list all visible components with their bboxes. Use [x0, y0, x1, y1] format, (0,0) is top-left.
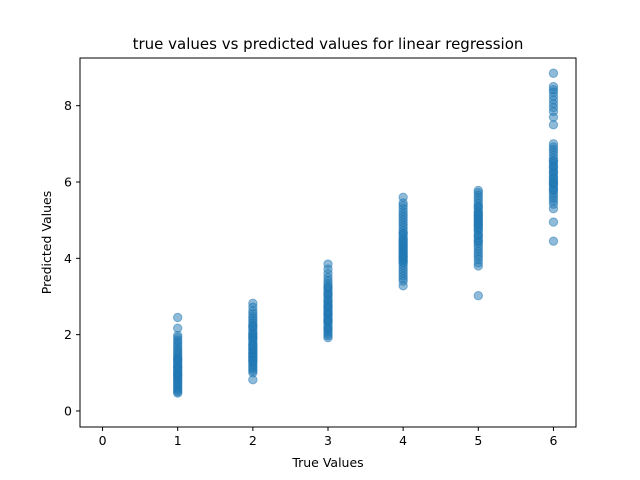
- data-point: [548, 120, 559, 130]
- y-axis-ticks: 0 2 4 6 8: [64, 98, 80, 418]
- x-tick-label: 0: [99, 433, 107, 448]
- data-point: [323, 323, 333, 334]
- y-tick-label: 4: [64, 251, 72, 266]
- chart-title: true values vs predicted values for line…: [133, 35, 524, 53]
- data-point: [248, 329, 258, 339]
- data-point: [248, 355, 258, 366]
- data-point: [473, 236, 483, 246]
- data-point: [398, 281, 408, 291]
- x-tick-label: 2: [249, 433, 257, 448]
- data-point: [323, 300, 333, 311]
- x-tick-label: 4: [399, 433, 407, 448]
- data-point: [473, 261, 483, 271]
- data-point: [548, 177, 559, 187]
- data-point: [398, 254, 408, 264]
- data-point: [473, 202, 483, 212]
- x-tick-label: 3: [324, 433, 332, 448]
- data-point: [248, 374, 258, 385]
- data-point: [173, 370, 183, 380]
- y-tick-label: 0: [64, 403, 72, 418]
- data-point: [173, 388, 183, 398]
- data-point: [473, 291, 483, 301]
- data-point: [398, 237, 408, 248]
- data-point: [398, 228, 408, 239]
- x-tick-label: 5: [474, 433, 482, 448]
- x-axis-label: True Values: [291, 455, 363, 470]
- data-point: [548, 167, 559, 178]
- data-point: [548, 217, 559, 227]
- data-point: [548, 68, 559, 78]
- data-point: [473, 221, 483, 231]
- y-tick-label: 8: [64, 98, 72, 113]
- x-tick-label: 1: [174, 433, 182, 448]
- data-point: [323, 333, 333, 343]
- data-point: [173, 312, 183, 323]
- data-point: [548, 204, 559, 214]
- x-tick-label: 6: [549, 433, 557, 448]
- data-point: [323, 314, 333, 325]
- data-point: [548, 236, 559, 246]
- y-axis-label: Predicted Values: [39, 191, 54, 295]
- y-tick-label: 2: [64, 327, 72, 342]
- x-axis-ticks: 0 1 2 3 4 5 6: [99, 427, 557, 448]
- data-point: [323, 282, 333, 293]
- data-points: [173, 68, 559, 398]
- y-tick-label: 6: [64, 175, 72, 190]
- data-point: [548, 156, 559, 166]
- data-point: [473, 210, 483, 221]
